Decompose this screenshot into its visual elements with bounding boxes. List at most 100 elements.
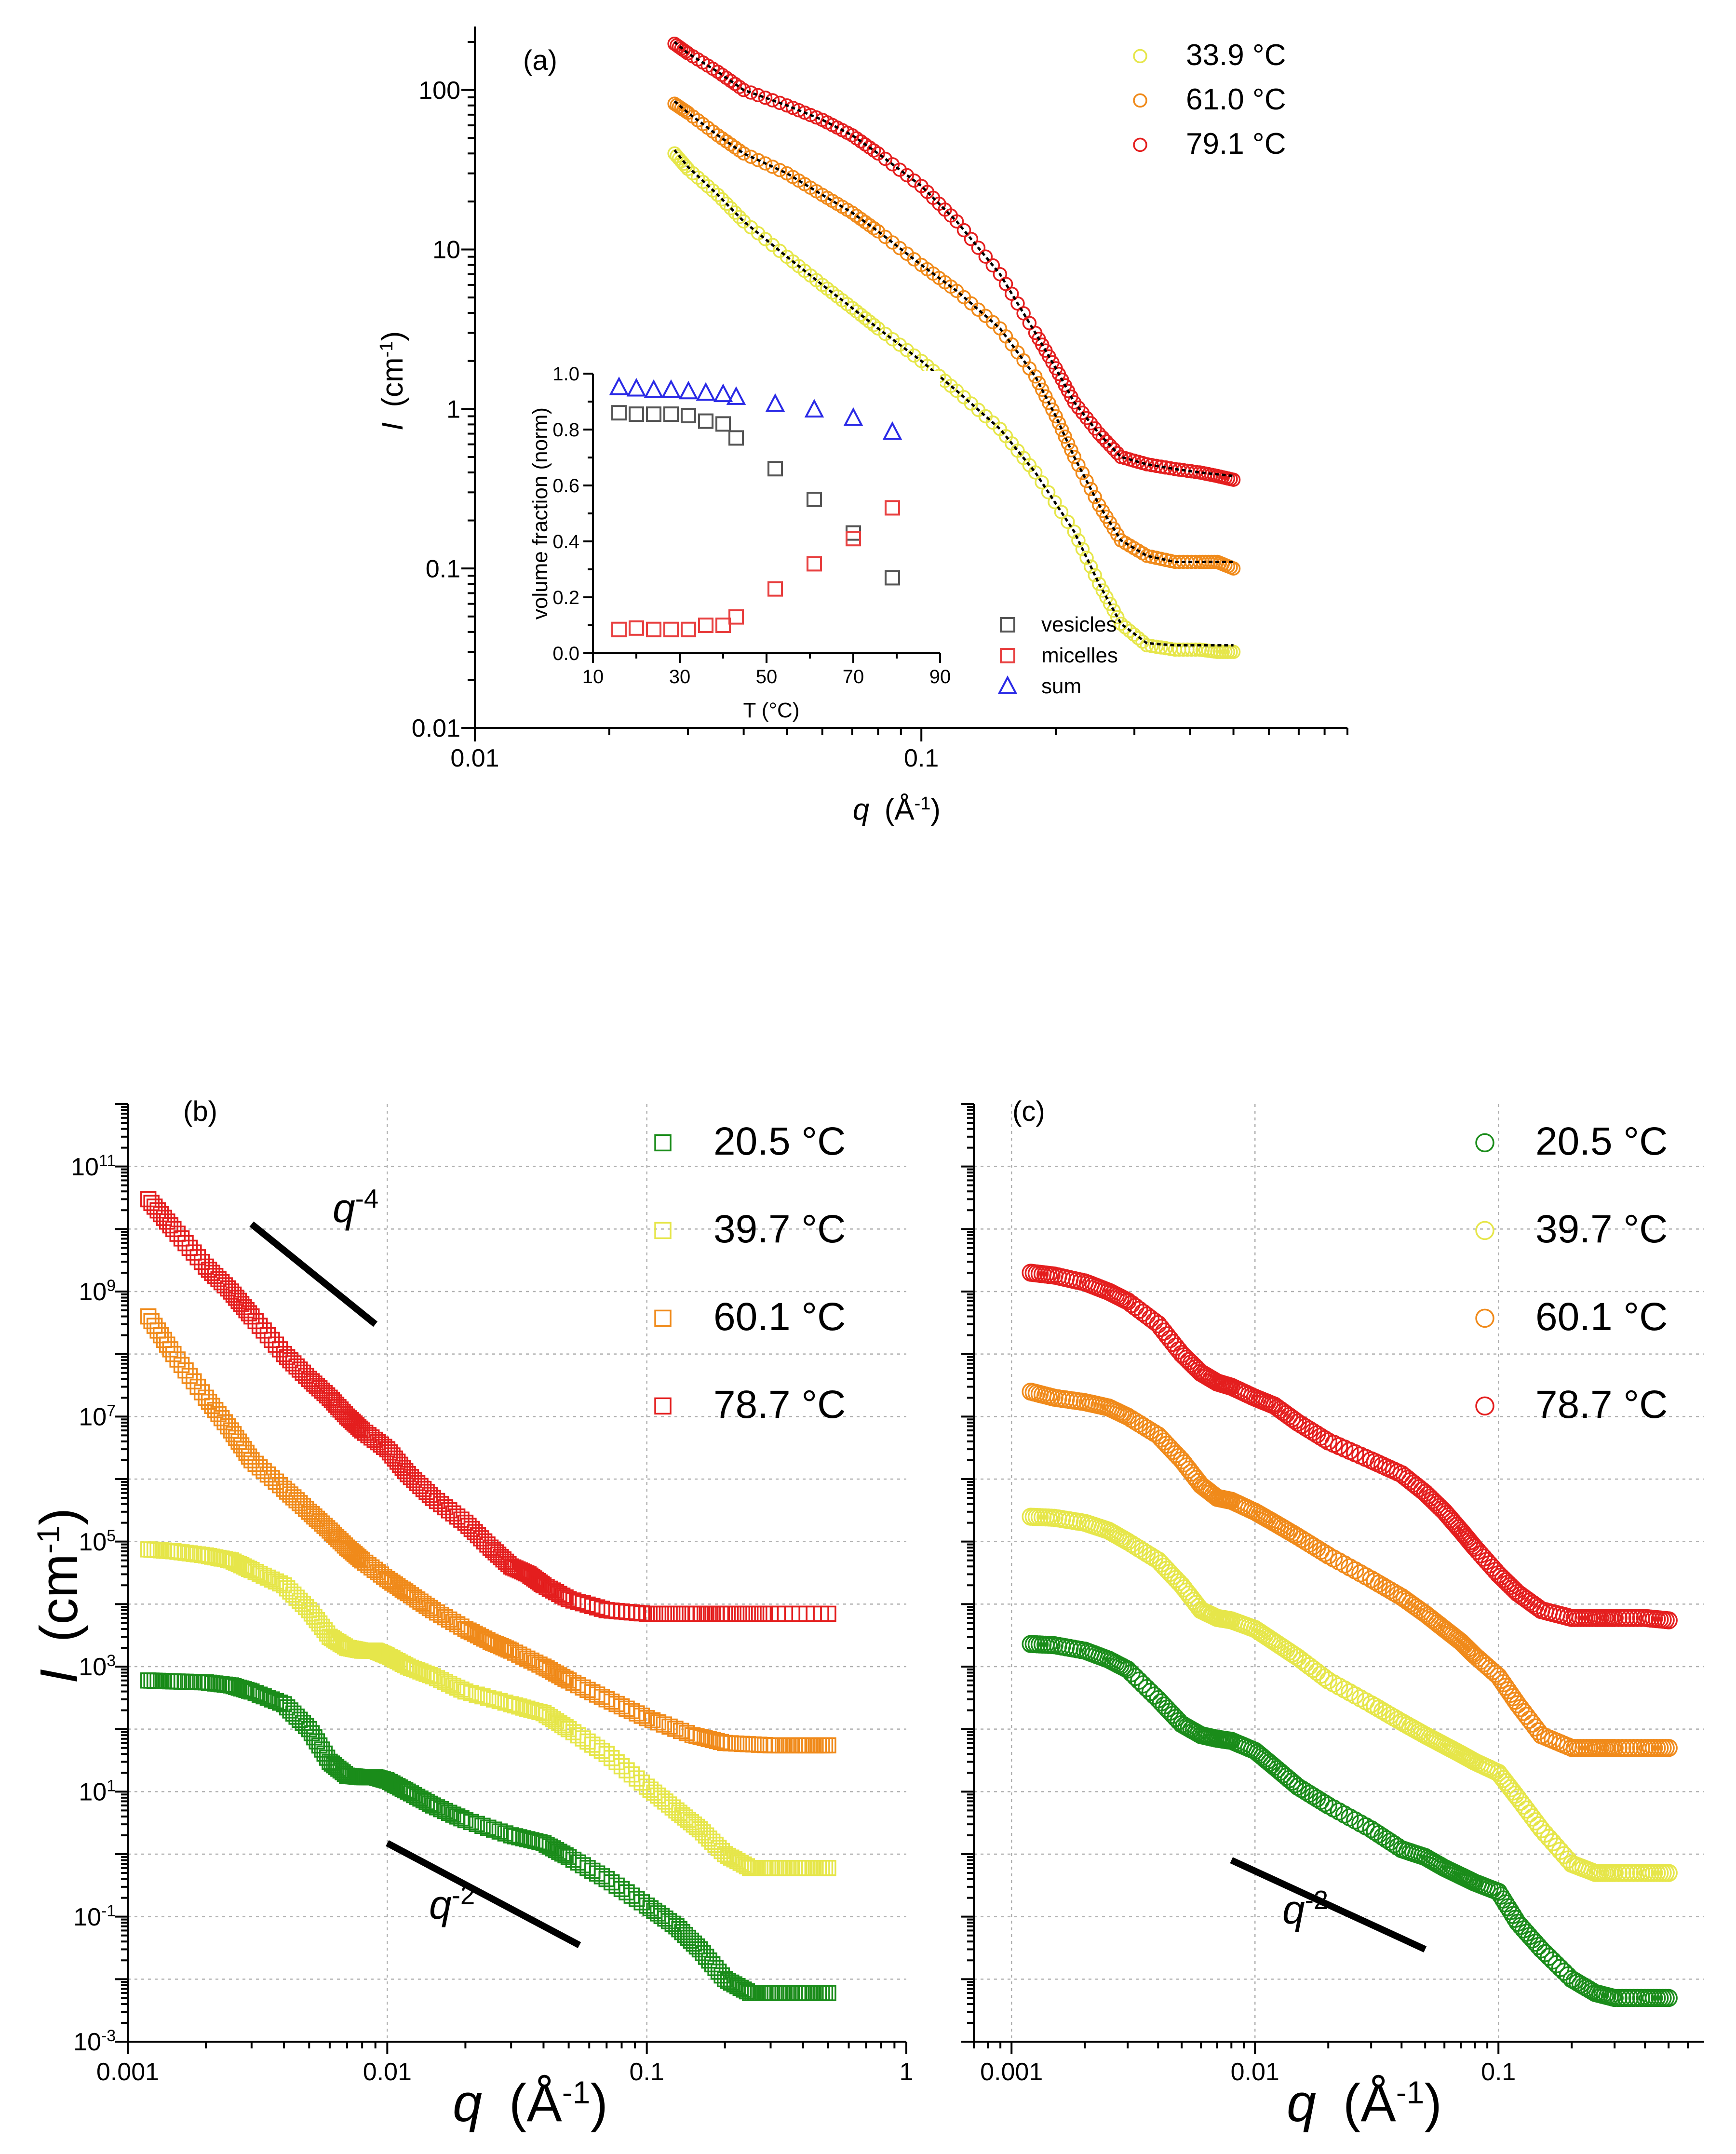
data-point (400, 1658, 416, 1675)
legend-label: 39.7 °C (1535, 1207, 1668, 1251)
data-point (460, 1518, 477, 1534)
data-point (756, 1737, 773, 1753)
data-point (1145, 1686, 1164, 1705)
data-point (441, 1502, 458, 1519)
data-point (1079, 551, 1094, 565)
x-tick-label: 0.01 (363, 2058, 412, 2086)
data-point (677, 1926, 693, 1943)
inset-data-point (678, 380, 699, 400)
data-point (1416, 1484, 1434, 1502)
data-point (751, 1605, 767, 1622)
data-point (1114, 617, 1129, 631)
panel-c-grid (974, 1104, 1704, 2042)
data-point (1079, 473, 1094, 488)
data-point (711, 188, 725, 202)
inset-data-point (713, 383, 733, 403)
data-point (1172, 1576, 1191, 1595)
data-point (1501, 1779, 1520, 1798)
data-point (425, 1490, 441, 1506)
data-point (1035, 475, 1049, 490)
data-point (688, 1728, 705, 1745)
legend-marker (1133, 137, 1147, 152)
data-point (189, 1378, 206, 1395)
data-point (736, 82, 751, 97)
data-point (418, 1483, 435, 1500)
data-point (623, 1604, 640, 1621)
series-60-1--C (140, 1308, 836, 1754)
series-33-9--C (667, 146, 1241, 659)
data-point (629, 1770, 645, 1787)
data-point (1067, 450, 1082, 464)
data-point (667, 1721, 684, 1737)
data-point (1088, 568, 1102, 582)
inset-legend-label: micelles (1041, 644, 1118, 667)
data-point (686, 166, 700, 181)
data-point (279, 1349, 296, 1365)
data-point (743, 85, 758, 100)
data-point (1659, 1738, 1678, 1757)
data-point (213, 1410, 230, 1427)
x-tick-label: 0.01 (1231, 2058, 1279, 2086)
data-point (397, 1463, 414, 1480)
data-point (169, 1225, 186, 1242)
data-point (713, 1734, 729, 1750)
data-point (189, 1249, 206, 1265)
data-point (285, 1586, 302, 1603)
data-point (519, 1700, 536, 1717)
data-point (285, 1489, 302, 1506)
data-point (695, 1824, 711, 1841)
slope-guide-label: q-4 (333, 1184, 378, 1231)
data-point (1135, 634, 1150, 649)
data-point (570, 1854, 587, 1871)
inset-y-tick-label: 0.2 (552, 587, 579, 608)
data-point (593, 1868, 610, 1885)
data-point (560, 1721, 577, 1737)
legend-marker (1133, 93, 1147, 108)
data-point (732, 80, 747, 94)
data-point (503, 1827, 519, 1844)
data-point (1398, 1592, 1417, 1611)
data-point (485, 1821, 502, 1838)
data-point (674, 1924, 690, 1940)
data-point (608, 1603, 625, 1619)
inset-data-point (663, 406, 679, 422)
data-point (507, 1644, 524, 1661)
data-point (1092, 577, 1106, 591)
data-point (1042, 396, 1056, 410)
panel-b-data (140, 1191, 836, 2001)
data-point (584, 1737, 601, 1753)
data-point (1418, 1486, 1437, 1505)
data-point (1423, 1491, 1441, 1509)
data-point (1180, 1352, 1198, 1371)
data-point (684, 1727, 701, 1743)
inset-legend-marker (1000, 648, 1015, 663)
data-point (282, 1486, 298, 1503)
data-point (198, 1258, 214, 1275)
data-point (491, 1823, 508, 1840)
data-point (678, 44, 693, 59)
data-point (207, 1401, 224, 1418)
inset-data-point (661, 379, 681, 398)
data-point (282, 1352, 298, 1369)
inset-data-point (767, 581, 783, 597)
data-point (690, 170, 705, 185)
inset-series-sum (609, 377, 902, 440)
data-point (515, 1830, 532, 1846)
data-point (683, 1932, 700, 1949)
panel-b-grid (128, 1104, 906, 2042)
data-point (554, 1669, 571, 1685)
data-point (1496, 1773, 1515, 1791)
data-point (772, 163, 787, 177)
data-point (1177, 1582, 1196, 1601)
inset-x-tick-label: 30 (669, 666, 691, 687)
x-tick-label: 0.1 (630, 2058, 664, 2086)
data-point (282, 1583, 298, 1600)
series-78-7--C (140, 1191, 836, 1622)
data-point (1145, 1312, 1164, 1331)
data-point (820, 1605, 836, 1622)
data-point (688, 1818, 705, 1835)
data-point (736, 146, 751, 161)
data-point (661, 1718, 678, 1735)
data-point (469, 1816, 485, 1832)
y-tick-label: 103 (79, 1652, 116, 1681)
